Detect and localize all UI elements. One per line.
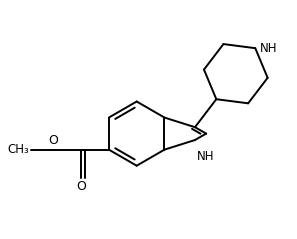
Text: O: O — [48, 134, 58, 147]
Text: CH₃: CH₃ — [7, 143, 29, 156]
Text: NH: NH — [197, 150, 214, 163]
Text: O: O — [76, 180, 86, 194]
Text: NH: NH — [260, 42, 278, 55]
